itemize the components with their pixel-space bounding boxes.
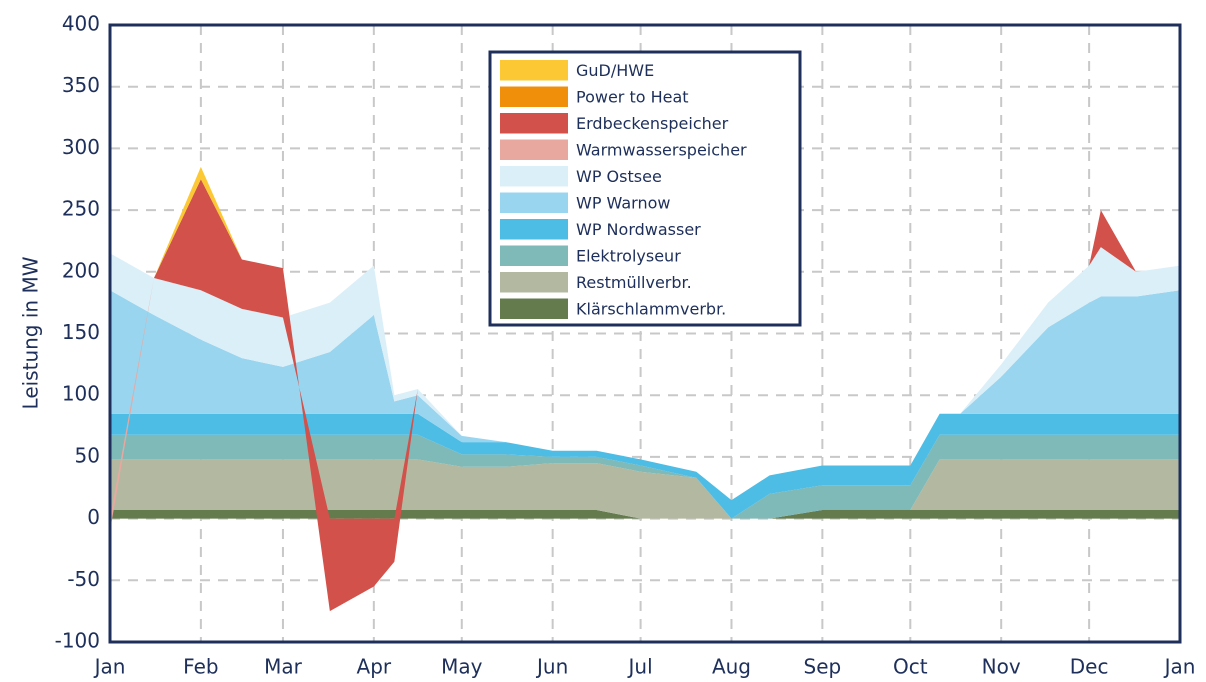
legend-swatch <box>500 298 568 319</box>
legend-label: Elektrolyseur <box>576 246 681 265</box>
x-tick-label: Oct <box>893 655 928 679</box>
x-tick-label: Mar <box>264 655 303 679</box>
y-tick-label: 300 <box>62 135 100 159</box>
x-tick-label: Jul <box>627 655 653 679</box>
legend-swatch <box>500 60 568 81</box>
legend-swatch <box>500 272 568 293</box>
y-tick-label: 0 <box>87 505 100 529</box>
y-tick-label: 400 <box>62 12 100 36</box>
x-tick-label: Jan <box>1163 655 1196 679</box>
legend-label: WP Warnow <box>576 193 670 212</box>
y-tick-label: 200 <box>62 258 100 282</box>
x-tick-label: May <box>441 655 483 679</box>
x-tick-label: Sep <box>804 655 842 679</box>
area <box>110 413 1180 519</box>
y-tick-label: -100 <box>55 629 100 653</box>
legend-label: Power to Heat <box>576 87 689 106</box>
y-tick-label: 100 <box>62 382 100 406</box>
legend-label: Klärschlammverbr. <box>576 299 726 318</box>
area <box>110 247 1180 501</box>
legend-label: Restmüllverbr. <box>576 273 692 292</box>
legend-label: Warmwasserspeicher <box>576 140 747 159</box>
y-tick-label: 350 <box>62 73 100 97</box>
y-axis-label: Leistung in MW <box>19 256 43 409</box>
legend-swatch <box>500 166 568 187</box>
y-tick-label: 250 <box>62 197 100 221</box>
legend-swatch <box>500 192 568 213</box>
area <box>110 290 1180 501</box>
legend-swatch <box>500 245 568 266</box>
y-tick-label: 50 <box>75 443 100 467</box>
area <box>110 434 1180 519</box>
x-tick-label: Apr <box>357 655 392 679</box>
legend-swatch <box>500 113 568 134</box>
legend-label: WP Ostsee <box>576 167 662 186</box>
x-tick-label: Jan <box>93 655 126 679</box>
legend-label: Erdbeckenspeicher <box>576 114 729 133</box>
area <box>110 459 1180 519</box>
y-tick-label: -50 <box>67 567 100 591</box>
x-tick-label: Nov <box>982 655 1021 679</box>
legend-swatch <box>500 139 568 160</box>
x-tick-label: Jun <box>535 655 568 679</box>
legend-label: WP Nordwasser <box>576 220 701 239</box>
legend-swatch <box>500 86 568 107</box>
plot-frame <box>108 23 1182 644</box>
area <box>110 179 1180 612</box>
legend-label: GuD/HWE <box>576 61 654 80</box>
legend-swatch <box>500 219 568 240</box>
area <box>110 509 1180 519</box>
x-tick-label: Dec <box>1070 655 1109 679</box>
y-tick-label: 150 <box>62 320 100 344</box>
x-tick-label: Aug <box>712 655 751 679</box>
x-tick-label: Feb <box>183 655 218 679</box>
